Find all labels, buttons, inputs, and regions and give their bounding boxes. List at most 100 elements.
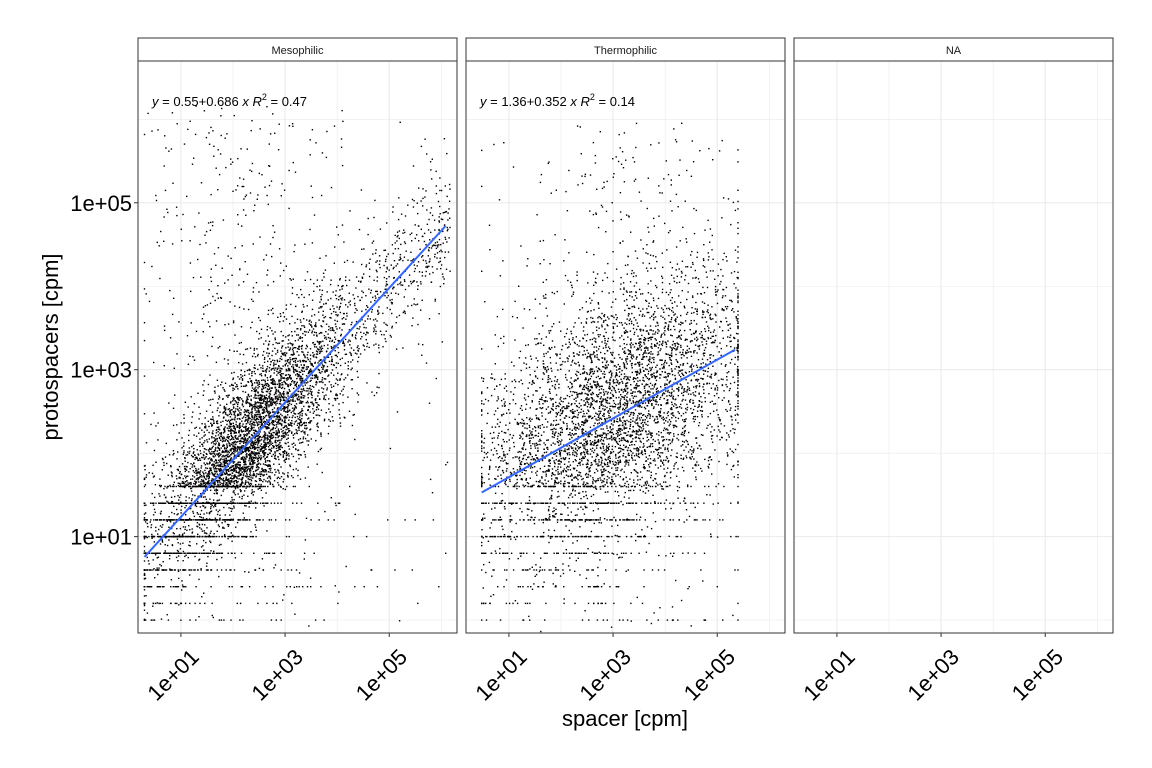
data-point bbox=[181, 463, 184, 465]
data-point bbox=[278, 420, 280, 422]
data-point bbox=[217, 464, 219, 466]
data-point bbox=[243, 494, 245, 496]
data-point bbox=[157, 556, 160, 558]
data-point bbox=[277, 436, 279, 439]
data-point bbox=[233, 499, 235, 501]
data-point bbox=[261, 558, 264, 560]
data-point bbox=[272, 378, 274, 380]
data-point bbox=[275, 442, 277, 444]
data-point bbox=[438, 229, 440, 232]
data-point bbox=[333, 310, 335, 313]
data-point bbox=[236, 465, 238, 468]
data-point bbox=[329, 337, 331, 340]
data-point bbox=[281, 384, 283, 386]
data-point bbox=[243, 442, 245, 444]
data-point bbox=[243, 517, 245, 519]
data-point bbox=[185, 454, 187, 456]
data-point bbox=[227, 279, 229, 281]
data-point bbox=[187, 406, 189, 408]
data-point bbox=[319, 448, 321, 451]
data-point bbox=[315, 414, 317, 416]
data-point bbox=[446, 226, 448, 229]
data-point bbox=[255, 476, 257, 478]
data-point bbox=[303, 330, 306, 333]
data-point bbox=[266, 352, 268, 354]
data-point bbox=[218, 544, 221, 546]
data-point bbox=[257, 437, 259, 440]
data-point bbox=[221, 519, 224, 521]
data-point bbox=[163, 552, 165, 554]
data-point bbox=[266, 426, 269, 428]
data-point bbox=[257, 408, 260, 410]
data-point bbox=[300, 424, 302, 427]
data-point bbox=[326, 291, 328, 293]
data-point bbox=[237, 484, 239, 487]
data-point bbox=[255, 405, 257, 407]
data-point bbox=[297, 418, 299, 420]
data-point bbox=[195, 457, 198, 459]
data-point bbox=[412, 317, 414, 319]
data-point bbox=[295, 382, 298, 385]
data-point bbox=[418, 240, 420, 242]
data-point bbox=[293, 407, 296, 409]
data-point bbox=[291, 381, 293, 383]
data-point bbox=[194, 503, 197, 506]
data-point bbox=[197, 392, 199, 394]
data-point bbox=[443, 278, 445, 280]
data-point bbox=[289, 409, 291, 412]
data-point bbox=[329, 353, 332, 355]
data-point bbox=[284, 421, 287, 424]
data-point bbox=[143, 513, 146, 515]
data-point bbox=[241, 479, 243, 481]
data-point bbox=[229, 460, 231, 462]
data-point bbox=[260, 373, 262, 375]
data-point bbox=[268, 397, 271, 399]
data-point bbox=[333, 330, 335, 332]
data-point bbox=[357, 345, 359, 347]
data-point bbox=[272, 424, 274, 426]
data-point bbox=[158, 528, 160, 531]
data-point bbox=[225, 166, 227, 169]
data-point bbox=[200, 546, 203, 548]
data-point bbox=[209, 462, 211, 464]
data-point bbox=[266, 439, 269, 441]
data-point bbox=[143, 133, 146, 136]
data-point bbox=[265, 254, 268, 256]
data-point bbox=[307, 466, 309, 468]
data-point bbox=[259, 397, 261, 400]
data-point bbox=[204, 305, 207, 307]
data-point bbox=[337, 284, 339, 287]
data-point bbox=[238, 461, 240, 463]
data-point bbox=[157, 586, 160, 588]
data-point bbox=[146, 556, 148, 559]
data-point bbox=[192, 475, 194, 477]
data-point bbox=[318, 319, 320, 321]
data-point bbox=[173, 552, 176, 554]
data-point bbox=[302, 400, 304, 403]
data-point bbox=[217, 431, 219, 433]
data-point bbox=[254, 485, 257, 488]
data-point bbox=[301, 377, 304, 380]
data-point bbox=[215, 480, 217, 482]
data-point bbox=[199, 519, 201, 521]
data-point bbox=[255, 452, 257, 454]
data-point bbox=[304, 431, 306, 433]
data-point bbox=[310, 377, 312, 379]
data-point bbox=[265, 492, 267, 494]
data-point bbox=[260, 455, 262, 457]
data-point bbox=[325, 394, 327, 396]
data-point bbox=[253, 432, 256, 435]
data-point bbox=[176, 602, 178, 605]
data-point bbox=[143, 572, 146, 575]
data-point bbox=[414, 519, 416, 521]
data-point bbox=[206, 532, 208, 535]
data-point bbox=[143, 485, 146, 488]
data-point bbox=[235, 402, 238, 404]
data-point bbox=[215, 264, 217, 266]
data-point bbox=[330, 346, 332, 348]
data-point bbox=[293, 442, 295, 444]
data-point bbox=[319, 352, 321, 355]
data-point bbox=[287, 453, 290, 455]
data-point bbox=[355, 308, 357, 310]
data-point bbox=[232, 321, 235, 324]
